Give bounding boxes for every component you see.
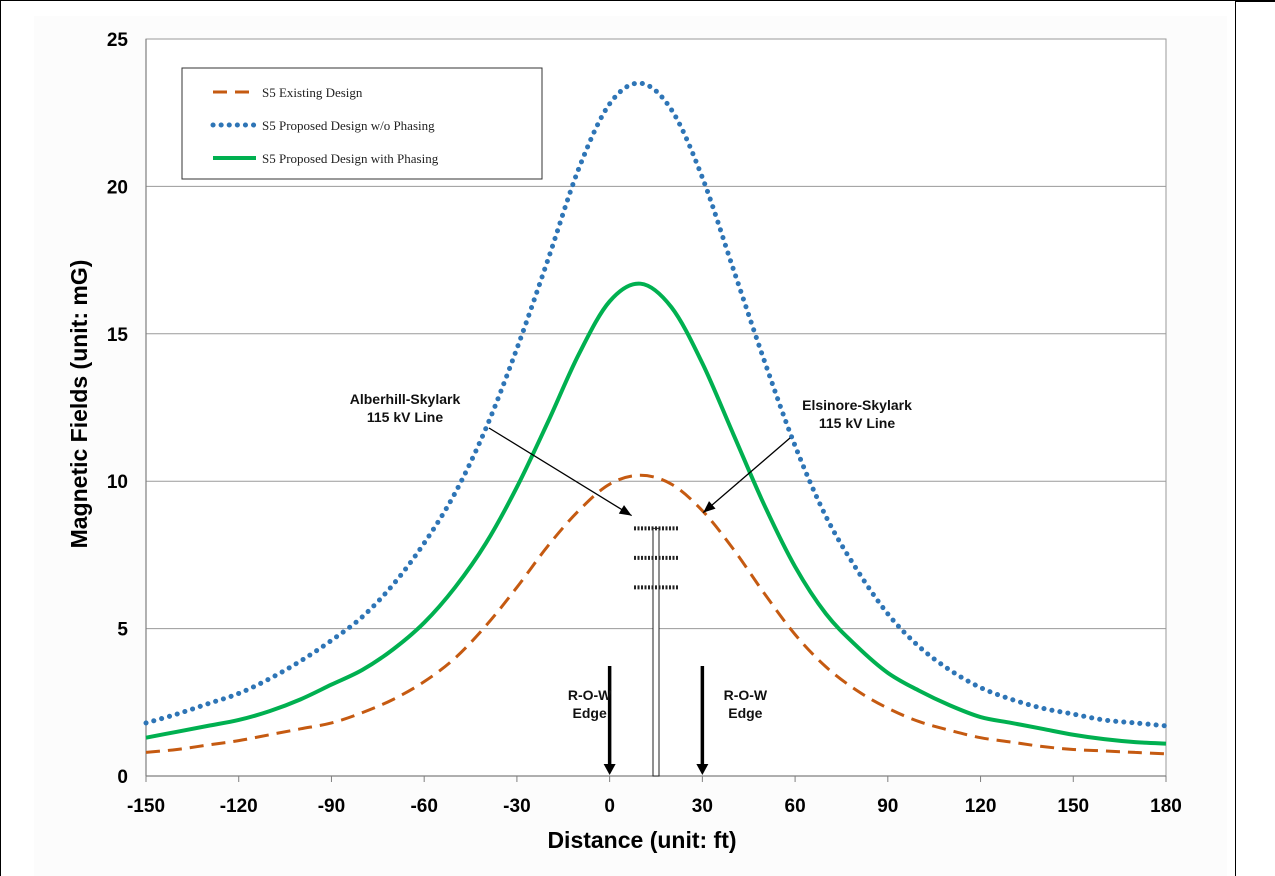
x-axis-title: Distance (unit: ft)	[547, 827, 736, 853]
annotation-row-right-line1: R-O-W	[724, 687, 768, 703]
legend-label-2: S5 Proposed Design w/o Phasing	[262, 118, 435, 133]
series-line-3	[145, 281, 1167, 746]
annotations: Alberhill-Skylark 115 kV Line Elsinore-Sky…	[350, 391, 912, 775]
frame-top-border	[0, 0, 1275, 1]
legend-label-1: S5 Existing Design	[262, 85, 363, 100]
x-tick-label: 0	[604, 796, 615, 817]
annotation-row-left-line2: Edge	[573, 705, 607, 721]
y-tick-label: 0	[117, 767, 128, 788]
legend-box	[181, 67, 543, 180]
y-tick-label: 20	[107, 177, 128, 198]
transmission-tower	[634, 526, 678, 777]
y-tick-label: 10	[107, 472, 128, 493]
annotation-elsinore-line1: Elsinore-Skylark	[802, 397, 912, 413]
x-tick-label: 180	[1150, 796, 1182, 817]
annotation-row-left-line1: R-O-W	[568, 687, 612, 703]
row-edge-arrow-head	[603, 764, 616, 775]
frame-left-border	[0, 0, 1, 876]
annotation-elsinore-arrow	[702, 437, 791, 514]
arrow-head	[618, 505, 632, 516]
y-tick-label: 15	[107, 325, 129, 346]
frame-cap-border	[1235, 0, 1275, 2]
x-tick-label: 120	[965, 796, 997, 817]
annotation-alberhill-line2: 115 kV Line	[367, 409, 443, 425]
y-tick-label: 25	[107, 30, 129, 51]
x-tick-label: -60	[410, 796, 437, 817]
x-tick-label: 90	[877, 796, 898, 817]
x-tick-label: -30	[503, 796, 530, 817]
row-edge-arrow-head	[696, 764, 709, 775]
legend-label-3: S5 Proposed Design with Phasing	[262, 151, 439, 166]
annotation-row-right-line2: Edge	[728, 705, 762, 721]
x-tick-label: 150	[1057, 796, 1089, 817]
annotation-elsinore-line2: 115 kV Line	[819, 415, 895, 431]
x-tick-label: 60	[785, 796, 806, 817]
x-tick-labels: -150 -120 -90 -60 -30 0 30 60 90 120 150 180	[127, 796, 1182, 817]
series-lines	[143, 80, 1169, 756]
series-line-2	[143, 80, 1169, 729]
x-tick-label: 30	[692, 796, 713, 817]
tower-pole	[652, 527, 660, 777]
legend: S5 Existing Design S5 Proposed Design w/o…	[181, 67, 543, 180]
frame-right-border	[1235, 0, 1236, 876]
arrow-head	[703, 501, 716, 513]
y-tick-label: 5	[117, 620, 128, 641]
x-tick-label: -90	[318, 796, 345, 817]
x-tick-label: -150	[127, 796, 165, 817]
y-tick-labels: 0 5 10 15 20 25	[107, 30, 129, 788]
y-axis-title: Magnetic Fields (unit: mG)	[66, 260, 92, 549]
x-tick-label: -120	[220, 796, 258, 817]
annotation-alberhill-arrow	[488, 427, 632, 517]
annotation-alberhill-line1: Alberhill-Skylark	[350, 391, 461, 407]
